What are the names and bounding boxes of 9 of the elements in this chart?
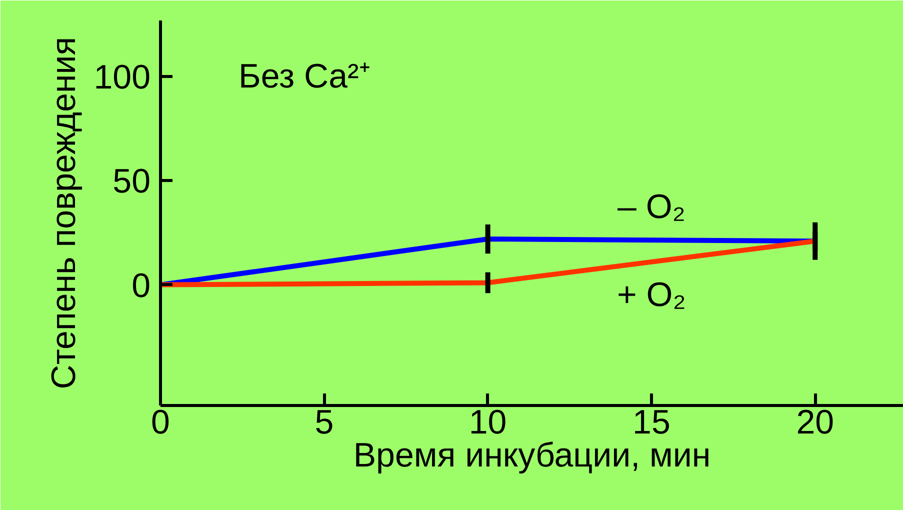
y-tick-label: 100: [94, 58, 151, 97]
y-tick-label: 0: [132, 266, 151, 305]
y-tick-label: 50: [112, 162, 151, 201]
x-tick-label: 5: [314, 404, 334, 442]
annotation: Без Ca²⁺: [238, 58, 370, 96]
series-label: + O₂: [616, 276, 686, 314]
y-axis-title: Степень повреждения: [44, 36, 83, 390]
series-label: – O₂: [617, 188, 686, 226]
x-tick-label: 20: [796, 404, 834, 442]
